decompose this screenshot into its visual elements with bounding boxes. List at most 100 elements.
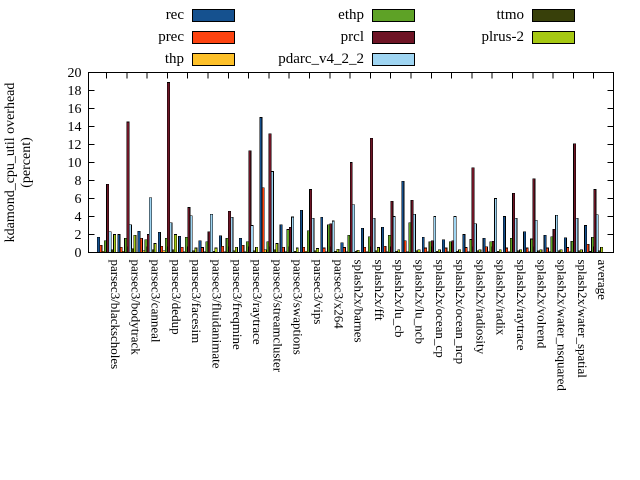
legend-label: thp (164, 51, 184, 67)
y-tick-label: 6 (75, 192, 82, 207)
x-tick-label: parsec3/facesim (189, 260, 204, 344)
x-tick-label: splash2x/radix (494, 260, 509, 336)
legend-item-prec: prec (58, 28, 235, 47)
x-tick-label: splash2x/raytrace (514, 260, 529, 351)
y-axis-label: kdamond_cpu_util overhead (percent) (3, 83, 34, 243)
x-tick-label: splash2x/ocean_cp (433, 260, 448, 358)
x-tick-label: parsec3/bodytrack (128, 260, 143, 356)
bar-pdarc_v4_2_2-splash2x/ocean_ncp (453, 216, 457, 253)
bar-pdarc_v4_2_2-splash2x/fft (372, 217, 376, 253)
legend-swatch-ethp (372, 9, 415, 22)
legend-item-pdarc_v4_2_2: pdarc_v4_2_2 (238, 50, 415, 69)
x-tick-label: splash2x/water_nsquared (555, 260, 570, 392)
y-tick-label: 2 (75, 228, 82, 243)
x-tick-label: parsec3/vips (311, 260, 326, 325)
bar-plrus-2-parsec3/blackscholes (113, 234, 117, 253)
y-tick-label: 8 (75, 174, 82, 189)
bar-pdarc_v4_2_2-parsec3/freqmine (230, 217, 234, 253)
legend-item-plrus-2: plrus-2 (398, 28, 575, 47)
bar-plrus-2-parsec3/vips (316, 248, 320, 253)
x-tick-label: parsec3/dedup (169, 260, 184, 335)
bar-pdarc_v4_2_2-splash2x/ocean_cp (433, 216, 437, 253)
legend-swatch-ttmo (532, 9, 575, 22)
x-tick-label: splash2x/fft (372, 260, 387, 322)
bar-plrus-2-average (600, 246, 604, 253)
legend-label: pdarc_v4_2_2 (278, 51, 364, 67)
bar-series-pdarc_v4_2_2 (108, 171, 599, 253)
bar-pdarc_v4_2_2-parsec3/bodytrack (128, 224, 132, 253)
y-tick-labels: 0 2 4 6 8 10 12 14 16 18 20 (68, 66, 82, 261)
legend-label: prec (158, 29, 184, 45)
y-tick-label: 16 (68, 102, 82, 117)
x-tick-label: parsec3/canneal (149, 260, 164, 343)
bar-pdarc_v4_2_2-splash2x/radix (494, 198, 498, 253)
bar-plrus-2-parsec3/canneal (153, 243, 157, 253)
bar-pdarc_v4_2_2-splash2x/lu_ncb (412, 213, 416, 253)
bar-prec-parsec3/streamcluster (261, 187, 265, 253)
bar-pdarc_v4_2_2-parsec3/dedup (169, 222, 173, 253)
bar-plrus-2-parsec3/raytrace (255, 246, 259, 253)
bar-rec-parsec3/vips (299, 209, 303, 253)
bar-pdarc_v4_2_2-parsec3/swaptions (291, 216, 295, 253)
bar-pdarc_v4_2_2-splash2x/water_spatial (575, 217, 579, 253)
bar-rec-parsec3/x264 (320, 217, 324, 253)
bar-pdarc_v4_2_2-splash2x/raytrace (514, 217, 518, 253)
bar-plrus-2-parsec3/facesim (194, 247, 198, 253)
legend-swatch-pdarc_v4_2_2 (372, 53, 415, 66)
y-tick-label: 10 (68, 156, 82, 171)
bar-pdarc_v4_2_2-parsec3/blackscholes (108, 231, 112, 253)
bar-pdarc_v4_2_2-parsec3/raytrace (250, 225, 254, 253)
y-axis-label-line1: kdamond_cpu_util overhead (3, 83, 18, 243)
x-tick-label: splash2x/volrend (534, 260, 549, 349)
bar-plrus-2-parsec3/dedup (173, 234, 177, 253)
x-tick-label: splash2x/lu_cb (392, 260, 407, 338)
legend-item-ttmo: ttmo (398, 6, 575, 25)
bar-series-ethp (103, 222, 595, 253)
bar-series-prec (99, 187, 590, 253)
x-tick-label: parsec3/fluidanimate (210, 260, 225, 369)
x-tick-label: parsec3/raytrace (250, 260, 265, 345)
x-tick-labels: parsec3/blackscholes parsec3/bodytrack par… (108, 260, 610, 392)
legend-swatch-prec (192, 31, 235, 44)
bar-prec-splash2x/lu_ncb (403, 240, 407, 253)
y-axis-label-line2: (percent) (19, 137, 34, 188)
legend-label: ttmo (496, 7, 524, 23)
bar-pdarc_v4_2_2-average (595, 214, 599, 253)
bar-plrus-2-parsec3/fluidanimate (214, 247, 218, 253)
axes (88, 72, 614, 253)
bar-plrus-2-parsec3/bodytrack (133, 235, 137, 253)
bar-pdarc_v4_2_2-splash2x/barnes (352, 204, 356, 253)
bar-plrus-2-parsec3/swaptions (295, 247, 299, 253)
bar-pdarc_v4_2_2-parsec3/facesim (189, 215, 193, 253)
y-tick-label: 0 (75, 246, 82, 261)
bar-pdarc_v4_2_2-splash2x/volrend (534, 219, 538, 253)
legend-item-ethp: ethp (238, 6, 415, 25)
x-tick-label: splash2x/barnes (352, 260, 367, 343)
bar-pdarc_v4_2_2-splash2x/water_nsquared (555, 214, 559, 253)
bar-pdarc_v4_2_2-parsec3/canneal (149, 197, 153, 253)
bar-pdarc_v4_2_2-parsec3/streamcluster (270, 171, 274, 253)
y-tick-label: 4 (75, 210, 82, 225)
x-tick-label: parsec3/freqmine (230, 260, 245, 350)
bar-plrus-2-splash2x/fft (376, 247, 380, 253)
legend-swatch-prcl (372, 31, 415, 44)
x-tick-label: average (595, 260, 610, 301)
x-tick-label: splash2x/radiosity (473, 260, 488, 355)
legend-swatch-rec (192, 9, 235, 22)
legend-label: prcl (340, 29, 364, 45)
y-tick-label: 18 (68, 84, 82, 99)
x-tick-label: splash2x/water_spatial (575, 260, 590, 379)
y-tick-label: 12 (68, 138, 82, 153)
x-tick-label: parsec3/x264 (331, 260, 346, 330)
bar-plrus-2-parsec3/freqmine (234, 246, 238, 253)
legend-swatch-plrus-2 (532, 31, 575, 44)
legend-column: rec prec thp (58, 6, 235, 69)
bar-pdarc_v4_2_2-splash2x/lu_cb (392, 216, 396, 253)
bar-plrus-2-parsec3/streamcluster (275, 243, 279, 253)
legend-column: ttmo plrus-2 (398, 6, 575, 47)
legend-item-thp: thp (58, 50, 235, 69)
bar-pdarc_v4_2_2-parsec3/fluidanimate (209, 213, 213, 253)
x-tick-label: splash2x/lu_ncb (413, 260, 428, 345)
